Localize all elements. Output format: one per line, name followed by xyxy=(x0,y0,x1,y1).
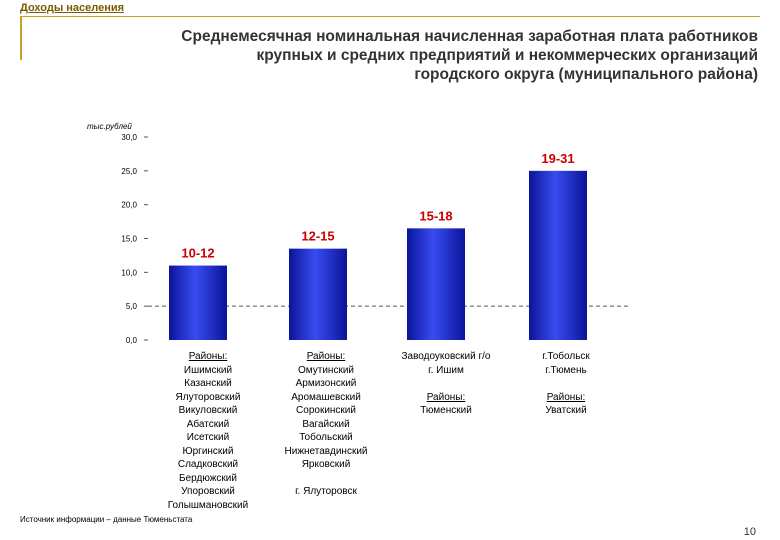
group-2-item: Нижнетавдинский xyxy=(284,445,368,457)
group-2-item: Армизонский xyxy=(295,378,357,389)
group-1-header: Районы: xyxy=(188,351,228,362)
group-4-line: г.Тюмень xyxy=(545,364,587,376)
section-title: Доходы населения xyxy=(20,2,125,14)
bar xyxy=(407,228,465,340)
group-3-header: Районы: xyxy=(426,391,466,403)
group-1-item: Исетский xyxy=(186,432,230,443)
group-1-item: Ялуторовский xyxy=(175,391,241,403)
y-axis-label: тыс.рублей xyxy=(87,122,132,131)
group-4-item: Уватский xyxy=(545,405,587,416)
header-accent-bar xyxy=(20,16,22,60)
y-tick-label: 30,0 xyxy=(121,133,137,142)
group-1-item: Бердюжский xyxy=(179,472,237,484)
group-3-line: Заводоуковский г/о xyxy=(401,351,491,362)
y-tick-label: 0,0 xyxy=(126,336,138,345)
group-1-item: Голышмановский xyxy=(167,499,249,511)
group-4-header: Районы: xyxy=(546,391,586,403)
group-3-item: Тюменский xyxy=(420,405,472,416)
bar-value-label: 15-18 xyxy=(419,208,452,223)
y-tick-label: 15,0 xyxy=(121,235,137,244)
group-1: Районы: Ишимский Казанский Ялуторовский … xyxy=(133,350,283,512)
group-2-item: Сорокинский xyxy=(296,405,356,416)
group-2-item: Аромашевский xyxy=(291,391,361,403)
bar xyxy=(529,170,587,340)
group-1-item: Абатский xyxy=(186,418,230,430)
group-4: г.Тобольск г.Тюмень Районы: Уватский xyxy=(491,350,641,418)
group-2-extra: г. Ялуторовск xyxy=(295,486,357,497)
title-line-2: крупных и средних предприятий и некоммер… xyxy=(256,47,758,64)
group-3-line: г. Ишим xyxy=(428,364,464,376)
bar xyxy=(289,248,347,340)
y-tick-label: 5,0 xyxy=(126,302,138,311)
header-rule xyxy=(20,16,760,17)
y-tick-label: 25,0 xyxy=(121,167,137,176)
group-1-item: Сладковский xyxy=(177,459,239,470)
source-note: Источник информации – данные Тюменьстата xyxy=(20,515,193,524)
page-title: Среднемесячная номинальная начисленная з… xyxy=(58,27,758,84)
group-1-item: Упоровский xyxy=(181,486,235,497)
bar-value-label: 12-15 xyxy=(301,229,334,244)
bar-value-label: 10-12 xyxy=(181,246,214,261)
group-2: Районы: Омутинский Армизонский Аромашевс… xyxy=(251,350,401,499)
group-2-item: Ярковский xyxy=(301,459,351,470)
group-2-item: Тобольский xyxy=(299,432,353,443)
group-2-item: Омутинский xyxy=(297,364,354,376)
y-tick-label: 20,0 xyxy=(121,201,137,210)
group-1-item: Юргинский xyxy=(182,445,234,457)
group-2-header: Районы: xyxy=(306,351,346,362)
group-1-item: Казанский xyxy=(184,378,232,389)
y-tick-label: 10,0 xyxy=(121,268,137,277)
group-4-line: г.Тобольск xyxy=(542,351,590,362)
group-2-item: Вагайский xyxy=(302,418,350,430)
bar xyxy=(169,265,227,340)
group-4-spacer xyxy=(491,377,641,391)
group-1-item: Ишимский xyxy=(183,364,233,376)
page-number: 10 xyxy=(743,526,756,538)
group-3: Заводоуковский г/о г. Ишим Районы: Тюмен… xyxy=(371,350,521,418)
title-line-3: городского округа (муниципального района… xyxy=(414,66,758,83)
group-1-item: Викуловский xyxy=(178,405,238,416)
title-line-1: Среднемесячная номинальная начисленная з… xyxy=(181,28,758,45)
salary-bar-chart: тыс.рублей 0,0 5,0 10,0 15,0 20,0 25,0 30,0 10… xyxy=(87,122,628,345)
group-2-spacer xyxy=(251,472,401,486)
bar-value-label: 19-31 xyxy=(541,151,574,166)
